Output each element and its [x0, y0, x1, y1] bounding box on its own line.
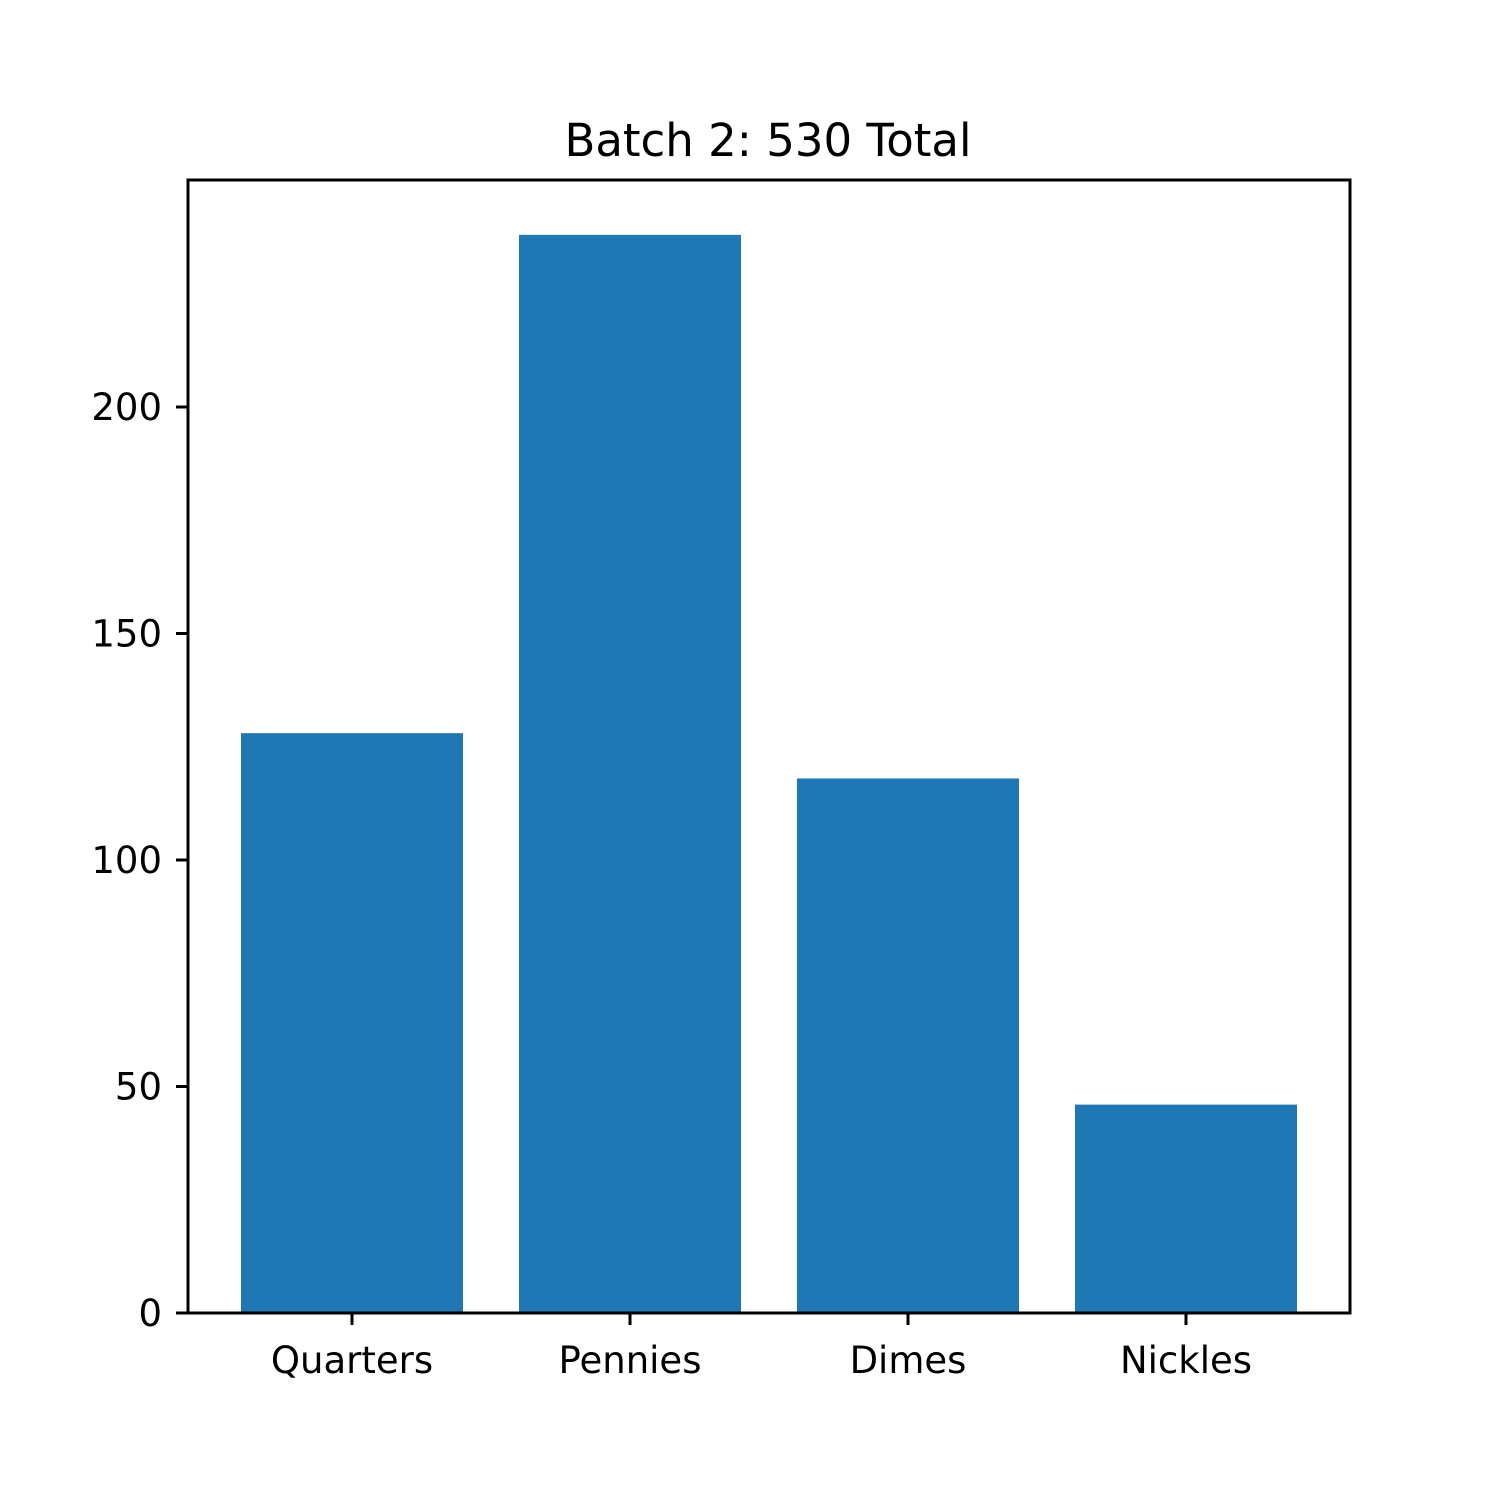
y-tick-label: 150	[91, 613, 162, 656]
x-tick-label: Dimes	[850, 1339, 967, 1382]
plot-frame	[186, 178, 1352, 1315]
bars-group	[241, 234, 1297, 1314]
bar-quarters	[241, 733, 463, 1313]
x-axis: Quarters Pennies Dimes Nickles	[271, 1313, 1252, 1382]
y-axis: 0 50 100 150 200	[91, 386, 188, 1335]
y-tick-label: 200	[91, 386, 162, 429]
chart-title: Batch 2: 530 Total	[564, 114, 971, 167]
y-tick-label: 50	[115, 1066, 162, 1109]
bar-dimes	[797, 778, 1019, 1313]
bar-nickles	[1075, 1104, 1297, 1313]
bar-pennies	[519, 234, 741, 1314]
x-tick-label: Pennies	[559, 1339, 702, 1382]
x-tick-label: Nickles	[1120, 1339, 1252, 1382]
y-tick-label: 0	[138, 1292, 162, 1335]
y-tick-label: 100	[91, 839, 162, 882]
x-tick-label: Quarters	[271, 1339, 433, 1382]
